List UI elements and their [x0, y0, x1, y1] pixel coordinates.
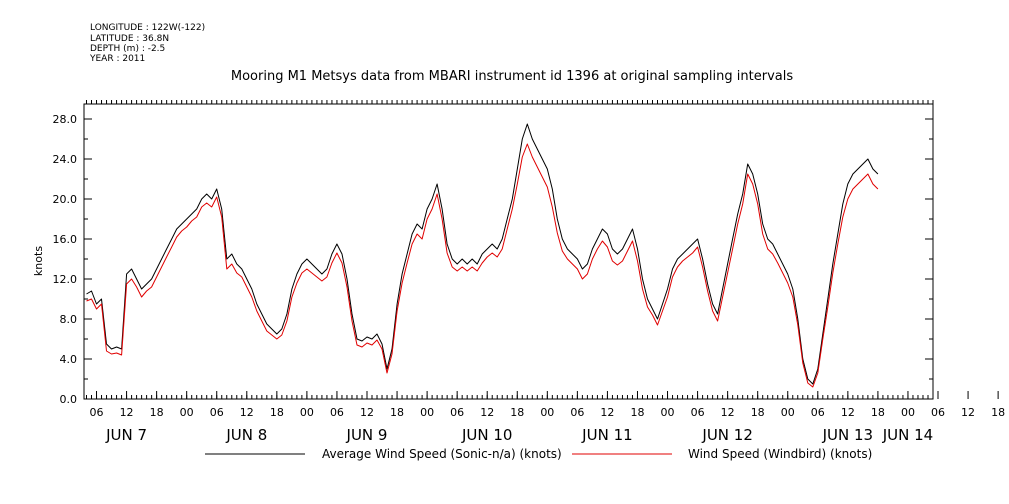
x-tick-label: 18	[390, 406, 404, 419]
series-line-windbird	[86, 143, 879, 388]
x-tick-label: 06	[811, 406, 825, 419]
x-tick-label: 00	[540, 406, 554, 419]
x-tick-label: 18	[270, 406, 284, 419]
x-tick-label: 12	[360, 406, 374, 419]
x-tick-label: 12	[480, 406, 494, 419]
data-series	[86, 123, 879, 388]
x-day-label: JUN 10	[461, 426, 512, 444]
y-tick-label: 20.0	[53, 193, 78, 206]
y-tick-label: 12.0	[53, 273, 78, 286]
series-line-sonic	[86, 123, 879, 385]
x-day-label: JUN 11	[581, 426, 632, 444]
x-day-label: JUN 13	[822, 426, 873, 444]
x-tick-label: 00	[901, 406, 915, 419]
x-tick-label: 06	[210, 406, 224, 419]
x-tick-label: 00	[180, 406, 194, 419]
x-tick-label: 18	[630, 406, 644, 419]
x-day-label: JUN 7	[105, 426, 147, 444]
y-axis-label: knots	[32, 246, 45, 276]
metadata-block: LONGITUDE : 122W(-122) LATITUDE : 36.8N …	[89, 23, 205, 64]
x-tick-label: 06	[691, 406, 705, 419]
x-day-label: JUN 8	[225, 426, 267, 444]
meta-depth: DEPTH (m) : -2.5	[90, 44, 165, 54]
x-tick-label: 18	[751, 406, 765, 419]
x-tick-label: 12	[120, 406, 134, 419]
y-tick-label: 8.0	[60, 313, 78, 326]
meta-longitude: LONGITUDE : 122W(-122)	[90, 23, 205, 33]
legend-label-sonic: Average Wind Speed (Sonic-n/a) (knots)	[322, 447, 562, 461]
x-tick-label: 12	[961, 406, 975, 419]
x-day-label: JUN 12	[701, 426, 752, 444]
axis-ticks: 0.0 4.0 8.0 12.0 16.0 20.0 24.0 28.0 06 12 18 00 06 1…	[53, 100, 1005, 444]
y-tick-label: 16.0	[53, 233, 78, 246]
x-tick-label: 06	[90, 406, 104, 419]
x-day-label: JUN 14	[882, 426, 933, 444]
y-tick-label: 4.0	[60, 353, 78, 366]
meta-latitude: LATITUDE : 36.8N	[90, 34, 169, 44]
x-tick-label: 12	[721, 406, 735, 419]
x-tick-label: 18	[871, 406, 885, 419]
x-tick-label: 18	[991, 406, 1005, 419]
meta-year: YEAR : 2011	[89, 54, 145, 64]
plot-frame	[83, 103, 934, 400]
x-tick-label: 00	[300, 406, 314, 419]
legend: Average Wind Speed (Sonic-n/a) (knots) W…	[205, 447, 872, 461]
y-tick-label: 0.0	[60, 393, 78, 406]
y-tick-label: 28.0	[53, 113, 78, 126]
x-tick-label: 00	[420, 406, 434, 419]
x-tick-label: 06	[330, 406, 344, 419]
x-tick-label: 12	[841, 406, 855, 419]
legend-label-windbird: Wind Speed (Windbird) (knots)	[688, 447, 872, 461]
x-tick-label: 18	[150, 406, 164, 419]
x-tick-label: 06	[931, 406, 945, 419]
x-tick-label: 00	[781, 406, 795, 419]
x-tick-label: 06	[450, 406, 464, 419]
x-tick-label: 00	[661, 406, 675, 419]
y-tick-label: 24.0	[53, 153, 78, 166]
x-tick-label: 12	[240, 406, 254, 419]
x-tick-label: 18	[510, 406, 524, 419]
chart-title: Mooring M1 Metsys data from MBARI instru…	[231, 69, 793, 84]
x-tick-label: 06	[570, 406, 584, 419]
x-tick-label: 12	[600, 406, 614, 419]
x-day-label: JUN 9	[346, 426, 388, 444]
